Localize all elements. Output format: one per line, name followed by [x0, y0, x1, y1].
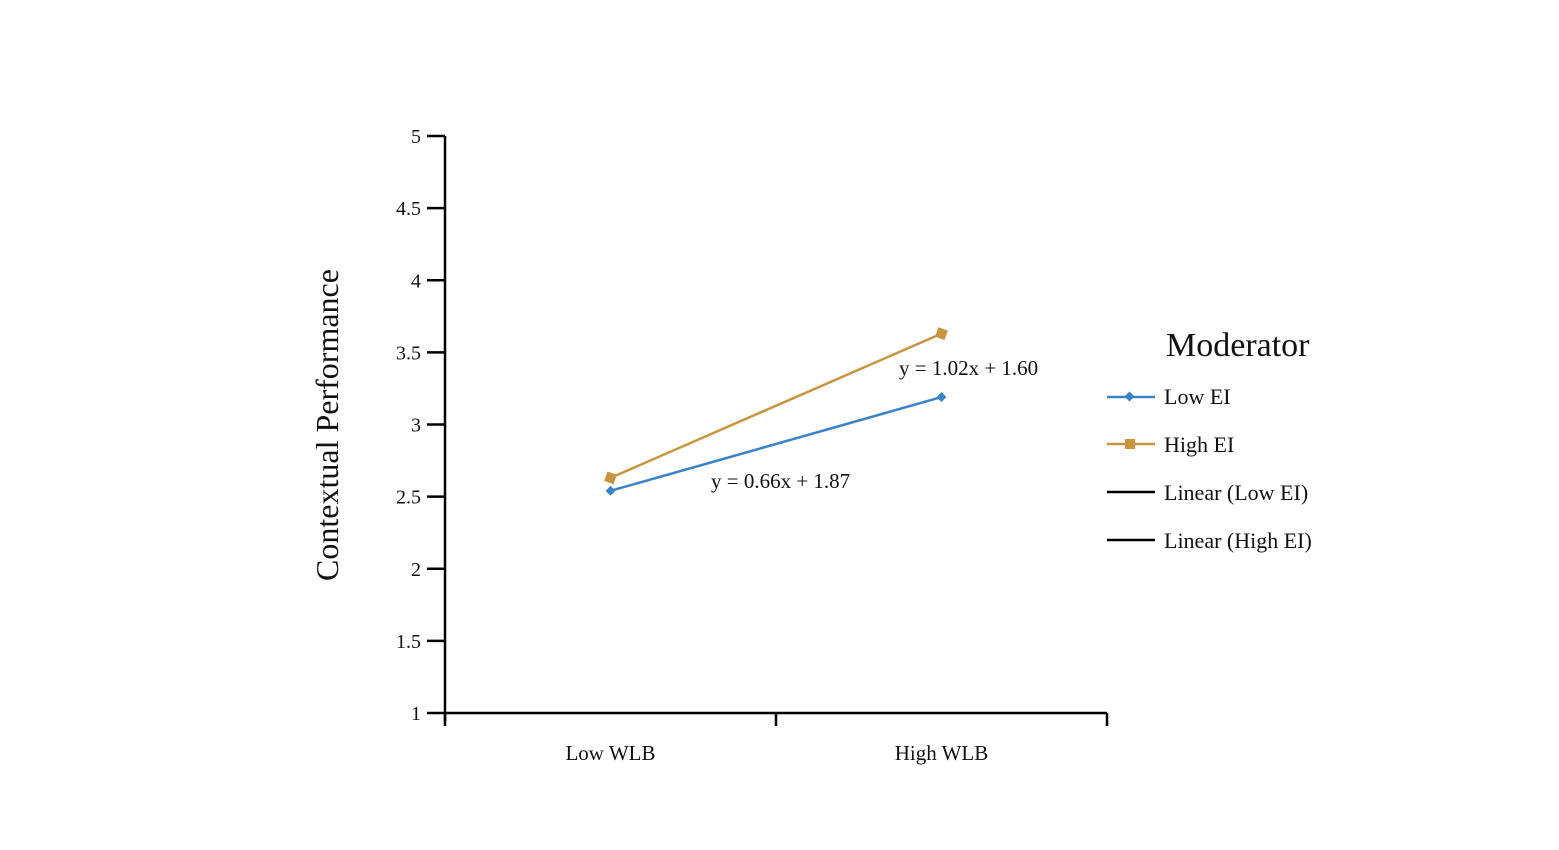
legend-item-low-ei: Low EI: [1107, 384, 1231, 409]
y-tick-label: 3: [411, 415, 421, 437]
y-tick-label: 3.5: [396, 342, 421, 364]
y-tick-label: 2: [411, 559, 421, 581]
series-line-high-ei: [610, 332, 942, 480]
y-tick-label: 1.5: [396, 631, 421, 653]
x-tick-label: High WLB: [895, 741, 989, 765]
legend-label: Linear (Low EI): [1164, 480, 1308, 505]
trend-equation-high-ei: y = 1.02x + 1.60: [899, 356, 1038, 380]
y-tick-label: 5: [411, 126, 421, 148]
data-point-diamond: [936, 392, 947, 403]
square-marker-icon: [1125, 439, 1135, 449]
y-axis-label: Contextual Performance: [309, 269, 345, 581]
legend-label: Linear (High EI): [1164, 528, 1312, 553]
legend-item-linear-low-ei: Linear (Low EI): [1107, 480, 1308, 505]
x-tick-label: Low WLB: [565, 741, 655, 765]
diamond-marker-icon: [1124, 391, 1135, 402]
y-tick-label: 4.5: [396, 198, 421, 220]
legend-label: Low EI: [1164, 384, 1231, 409]
data-point-diamond: [605, 485, 616, 496]
y-tick-label: 2.5: [396, 487, 421, 509]
trend-equation-low-ei: y = 0.66x + 1.87: [711, 469, 850, 493]
data-point-square: [935, 327, 948, 341]
legend-title: Moderator: [1166, 327, 1310, 364]
data-point-square: [604, 471, 617, 485]
legend-item-linear-high-ei: Linear (High EI): [1107, 528, 1312, 553]
legend-item-high-ei: High EI: [1107, 432, 1234, 457]
legend: Moderator Low EI High EI Linear (Low EI)…: [1107, 327, 1312, 553]
series-line-low-ei: [610, 395, 942, 493]
y-tick-label: 1: [411, 703, 421, 725]
legend-label: High EI: [1164, 432, 1234, 457]
y-tick-label: 4: [411, 270, 421, 292]
